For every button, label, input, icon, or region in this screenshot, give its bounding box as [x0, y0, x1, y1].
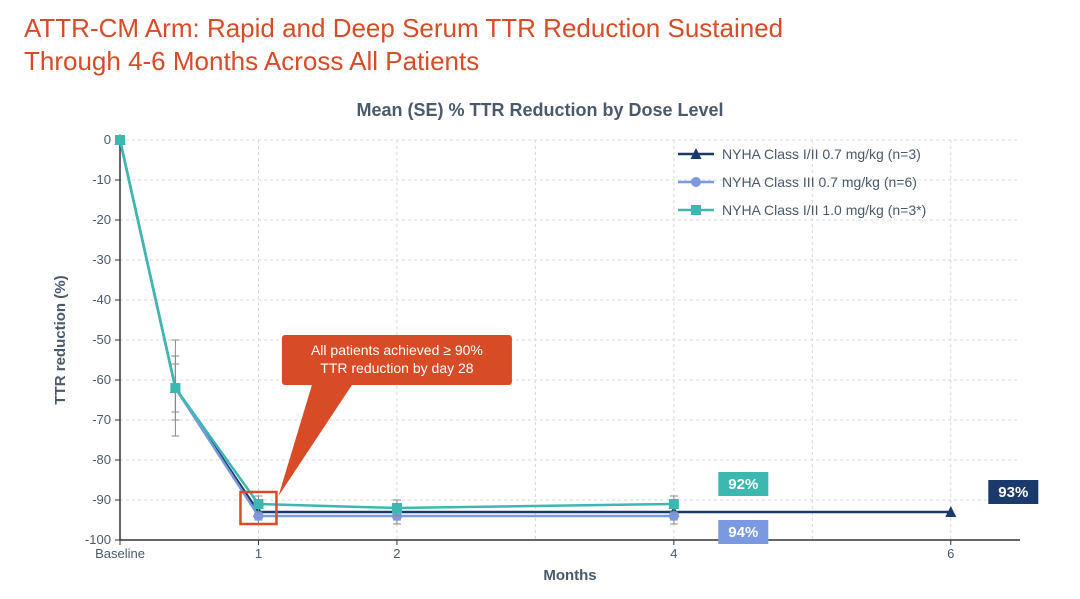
data-marker	[691, 205, 701, 215]
value-badge-text: 93%	[998, 484, 1028, 501]
data-marker	[253, 499, 263, 509]
callout-text: All patients achieved ≥ 90%	[311, 342, 483, 358]
callout-text: TTR reduction by day 28	[320, 360, 474, 376]
y-tick-label: -30	[92, 252, 111, 267]
chart-title: Mean (SE) % TTR Reduction by Dose Level	[0, 100, 1080, 121]
data-marker	[669, 499, 679, 509]
y-tick-label: 0	[104, 132, 111, 147]
y-tick-label: -40	[92, 292, 111, 307]
value-badge-text: 92%	[728, 476, 758, 493]
chart-svg: -100-90-80-70-60-50-40-30-20-100Baseline…	[30, 120, 1050, 580]
x-tick-label: 6	[947, 546, 954, 561]
y-tick-label: -60	[92, 372, 111, 387]
y-tick-label: -90	[92, 492, 111, 507]
slide-title-line1: ATTR-CM Arm: Rapid and Deep Serum TTR Re…	[24, 13, 783, 43]
y-tick-label: -70	[92, 412, 111, 427]
x-tick-label: Baseline	[95, 546, 145, 561]
slide-title-line2: Through 4-6 Months Across All Patients	[24, 46, 479, 76]
x-tick-label: 1	[255, 546, 262, 561]
data-marker	[115, 135, 125, 145]
y-tick-label: -50	[92, 332, 111, 347]
y-tick-label: -80	[92, 452, 111, 467]
y-tick-label: -20	[92, 212, 111, 227]
legend-label: NYHA Class I/II 1.0 mg/kg (n=3*)	[722, 202, 926, 218]
y-axis-label: TTR reduction (%)	[52, 275, 69, 404]
x-axis-label: Months	[543, 567, 596, 580]
y-tick-label: -100	[85, 532, 111, 547]
chart-area: -100-90-80-70-60-50-40-30-20-100Baseline…	[30, 120, 1050, 580]
slide-title: ATTR-CM Arm: Rapid and Deep Serum TTR Re…	[24, 12, 783, 77]
data-marker	[392, 503, 402, 513]
value-badge-text: 94%	[728, 524, 758, 541]
callout-pointer	[278, 385, 351, 496]
y-tick-label: -10	[92, 172, 111, 187]
data-marker	[691, 177, 701, 187]
legend-label: NYHA Class I/II 0.7 mg/kg (n=3)	[722, 146, 921, 162]
data-marker	[170, 383, 180, 393]
x-tick-label: 2	[393, 546, 400, 561]
x-tick-label: 4	[670, 546, 677, 561]
legend-label: NYHA Class III 0.7 mg/kg (n=6)	[722, 174, 917, 190]
